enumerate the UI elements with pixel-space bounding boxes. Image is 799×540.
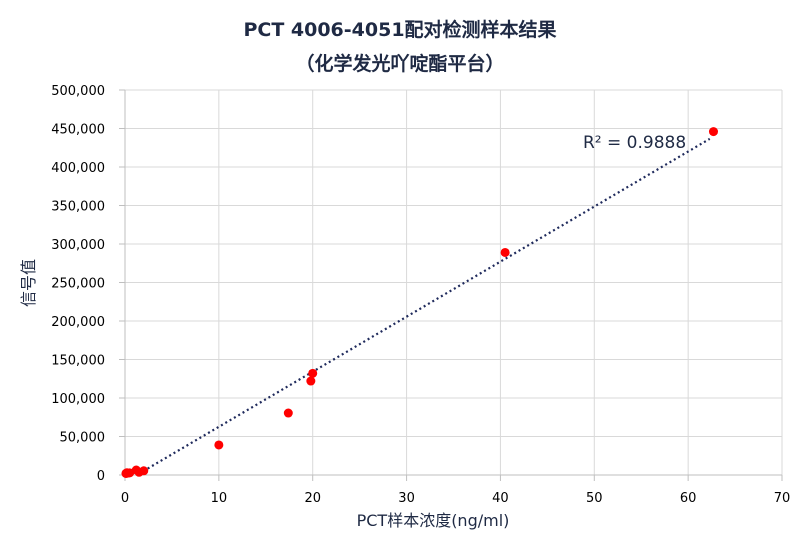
data-point — [708, 127, 718, 137]
y-axis-title: 信号值 — [19, 259, 38, 307]
y-tick-label: 250,000 — [51, 277, 105, 292]
x-tick-label: 50 — [586, 491, 603, 506]
y-tick-label: 400,000 — [51, 161, 105, 176]
r-squared-label: R² = 0.9888 — [583, 133, 686, 153]
x-tick-label: 0 — [121, 491, 129, 506]
data-points — [121, 127, 718, 478]
trendline — [138, 137, 711, 475]
y-tick-label: 350,000 — [51, 200, 105, 215]
axis-layer — [119, 89, 783, 481]
y-tick-label: 150,000 — [51, 354, 105, 369]
y-tick-label: 500,000 — [51, 84, 105, 99]
x-tick-label: 40 — [492, 491, 509, 506]
data-point — [306, 376, 316, 386]
x-tick-label: 30 — [398, 491, 415, 506]
x-axis-title: PCT样本浓度(ng/ml) — [357, 511, 510, 530]
chart-title-line1: PCT 4006-4051配对检测样本结果 — [243, 18, 556, 41]
y-tick-label: 300,000 — [51, 238, 105, 253]
y-tick-label: 100,000 — [51, 392, 105, 407]
x-tick-label: 20 — [304, 491, 321, 506]
data-point — [500, 247, 510, 257]
y-tick-label: 200,000 — [51, 315, 105, 330]
x-tick-label: 70 — [774, 491, 791, 506]
data-point — [214, 440, 224, 450]
trendline-layer — [138, 137, 711, 475]
x-tick-label: 10 — [211, 491, 228, 506]
x-tick-label: 60 — [680, 491, 697, 506]
y-tick-label: 450,000 — [51, 123, 105, 138]
data-point — [308, 368, 318, 378]
y-tick-label: 0 — [97, 469, 105, 484]
tick-labels: 0 50,000 100,000 150,000 200,000 250,000 300,0… — [51, 84, 790, 506]
y-tick-label: 50,000 — [60, 431, 106, 446]
chart-title-line2: （化学发光吖啶酯平台） — [295, 52, 504, 75]
data-point — [283, 408, 293, 418]
grid-layer — [125, 89, 783, 475]
data-point — [139, 466, 149, 476]
